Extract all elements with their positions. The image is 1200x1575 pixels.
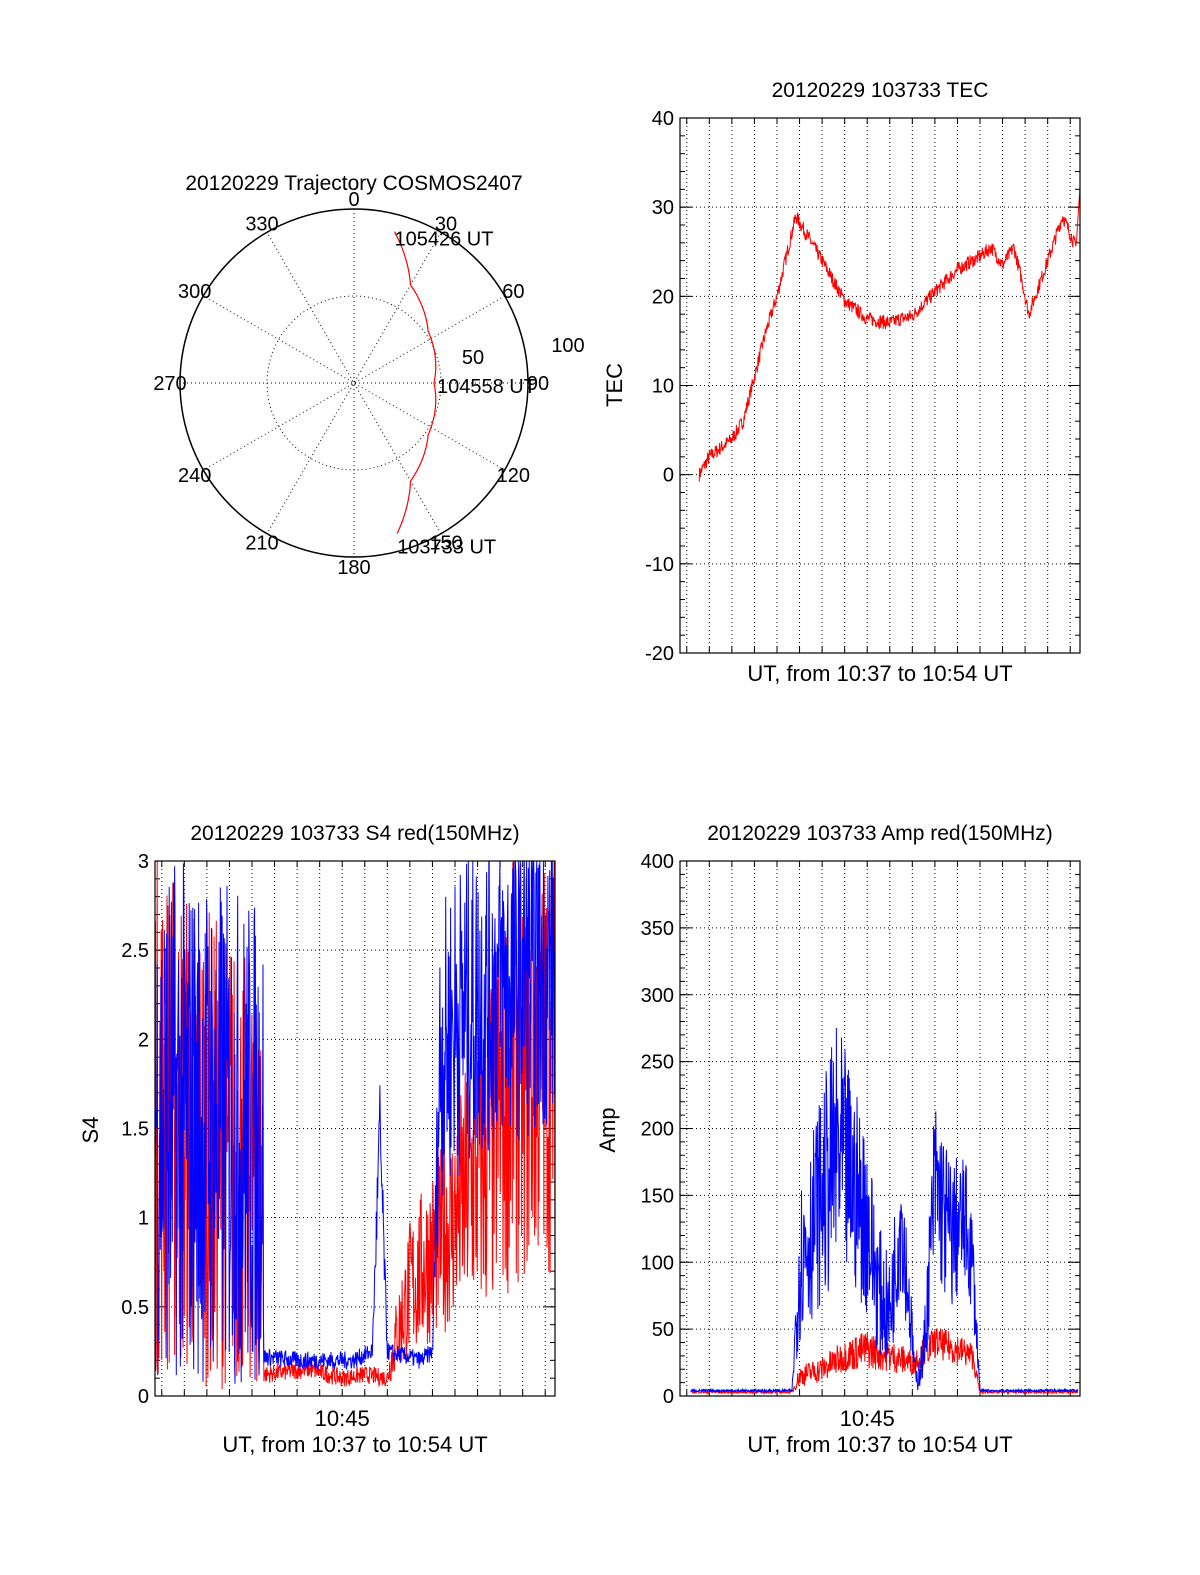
tec-x-axis-label: UT, from 10:37 to 10:54 UT	[747, 661, 1012, 686]
polar-angle-label-60: 60	[502, 281, 524, 303]
tec-y-tick-label: 40	[652, 108, 674, 130]
amp-frame	[679, 860, 1081, 1397]
trajectory-annotation-end: 105426 UT	[395, 229, 494, 251]
amp-y-tick-label: 200	[641, 1119, 674, 1141]
amp-y-tick-label: 0	[663, 1386, 674, 1408]
amp-x-tick-labels: 10:45	[840, 1406, 895, 1431]
polar-angle-label-330: 330	[245, 214, 278, 236]
amp-y-tick-label: 100	[641, 1252, 674, 1274]
s4-grid	[155, 861, 555, 1396]
amp-plot: 20120229 103733 Amp red(150MHz) 0 50 100 15…	[595, 822, 1081, 1457]
amp-y-tick-label: 350	[641, 918, 674, 940]
s4-series-blue	[154, 860, 556, 1384]
amp-y-tick-label: 300	[641, 985, 674, 1007]
polar-angle-labels: 0 30 60 90 120 150 180 210 240 270 300 330	[153, 189, 549, 579]
s4-x-tick-label: 10:45	[315, 1406, 370, 1431]
amp-x-tick-label: 10:45	[840, 1406, 895, 1431]
amp-x-axis-label: UT, from 10:37 to 10:54 UT	[747, 1432, 1012, 1457]
s4-plot: 20120229 103733 S4 red(150MHz) 0 0.5 1 1.5 2…	[78, 822, 556, 1457]
polar-angle-label-90: 90	[527, 373, 549, 395]
s4-y-tick-labels: 0 0.5 1 1.5 2 2.5 3	[121, 851, 149, 1408]
amp-y-tick-label: 400	[641, 851, 674, 873]
polar-angle-label-150: 150	[429, 532, 462, 554]
s4-y-tick-label: 0.5	[121, 1297, 149, 1319]
tec-y-tick-label: 0	[663, 465, 674, 487]
s4-x-axis-label: UT, from 10:37 to 10:54 UT	[222, 1432, 487, 1457]
trajectory-polar-plot: 20120229 Trajectory COSMOS2407 0 30 60 90 12…	[153, 172, 584, 579]
s4-y-tick-label: 2.5	[121, 940, 149, 962]
polar-angle-label-300: 300	[178, 281, 211, 303]
s4-y-axis-label: S4	[78, 1117, 103, 1144]
tec-frame	[679, 117, 1081, 654]
amp-title: 20120229 103733 Amp red(150MHz)	[707, 822, 1053, 845]
polar-radius-label-100: 100	[551, 335, 584, 357]
s4-y-tick-label: 1.5	[121, 1119, 149, 1141]
amp-y-tick-label: 150	[641, 1185, 674, 1207]
tec-y-axis-label: TEC	[602, 363, 627, 407]
trajectory-title: 20120229 Trajectory COSMOS2407	[185, 172, 522, 195]
s4-y-tick-label: 0	[138, 1386, 149, 1408]
polar-angle-label-120: 120	[497, 465, 530, 487]
tec-y-tick-label: 20	[652, 286, 674, 308]
trajectory-annotation-mid: 104558 UT	[437, 376, 536, 398]
amp-y-tick-label: 50	[652, 1319, 674, 1341]
s4-y-tick-label: 2	[138, 1029, 149, 1051]
tec-y-tick-label: 10	[652, 376, 674, 398]
polar-angle-label-0: 0	[348, 189, 359, 211]
polar-angle-label-180: 180	[337, 557, 370, 579]
s4-x-tick-labels: 10:45	[315, 1406, 370, 1431]
tec-series-line	[698, 186, 1081, 482]
polar-radius-label-50: 50	[462, 347, 484, 369]
amp-series-red	[690, 1328, 1079, 1396]
s4-frame	[154, 860, 556, 1397]
polar-angle-label-240: 240	[178, 465, 211, 487]
tec-y-tick-label: 30	[652, 197, 674, 219]
tec-y-tick-labels: -20 -10 0 10 20 30 40	[645, 108, 674, 665]
polar-angle-label-210: 210	[245, 532, 278, 554]
tec-y-tick-label: -20	[645, 643, 674, 665]
trajectory-annotation-start: 103733 UT	[397, 537, 496, 559]
amp-y-tick-labels: 0 50 100 150 200 250 300 350 400	[641, 851, 674, 1408]
polar-angle-label-270: 270	[153, 373, 186, 395]
polar-angle-label-30: 30	[435, 214, 457, 236]
trajectory-path	[393, 231, 437, 534]
tec-plot: 20120229 103733 TEC -20 -10 0 10 20 30 40 UT, …	[602, 79, 1081, 686]
s4-y-tick-label: 3	[138, 851, 149, 873]
amp-y-axis-label: Amp	[595, 1107, 620, 1152]
s4-title: 20120229 103733 S4 red(150MHz)	[190, 822, 519, 845]
tec-grid	[680, 118, 1080, 653]
amp-series-blue	[690, 1027, 1079, 1394]
s4-y-tick-label: 1	[138, 1208, 149, 1230]
amp-y-tick-label: 250	[641, 1052, 674, 1074]
polar-grid-circle-50	[266, 295, 442, 471]
tec-title: 20120229 103733 TEC	[772, 79, 989, 102]
tec-y-tick-label: -10	[645, 554, 674, 576]
